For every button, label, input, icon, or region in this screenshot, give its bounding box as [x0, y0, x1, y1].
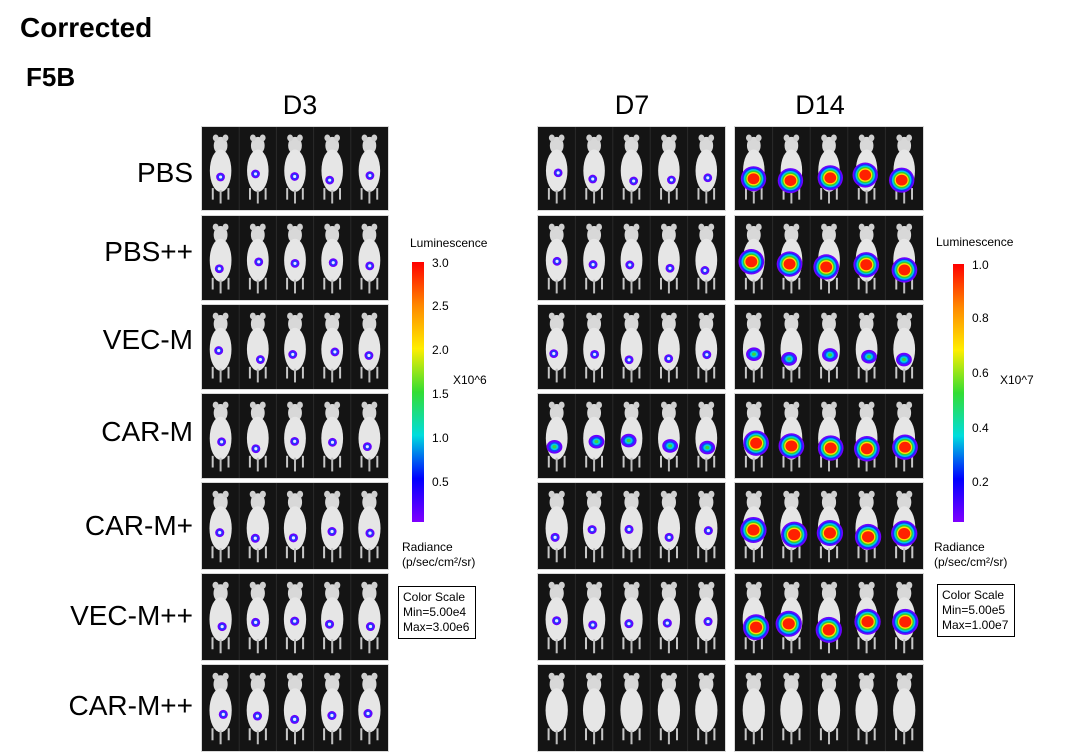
imaging-panel-d3-pbs — [201, 126, 389, 211]
imaging-panel-d3-pbs-plus-plus — [201, 215, 389, 301]
row-label-car-m-plus: CAR-M+ — [84, 510, 193, 541]
colorbar-multiplier-d3: X10^6 — [453, 373, 487, 387]
colorbar-gradient-d14 — [953, 264, 964, 522]
imaging-panel-d7-car-m — [537, 393, 726, 479]
color-scale-min-d14: Min=5.00e5 — [942, 603, 1006, 617]
imaging-panel-d14-car-m — [734, 393, 924, 479]
radiance-units-d14: (p/sec/cm²/sr) — [934, 555, 1008, 569]
colorbar-tick-d14-0.8: 0.8 — [972, 311, 989, 325]
page-title: Corrected — [20, 12, 153, 43]
imaging-panel-d7-vec-m-plus-plus — [537, 573, 726, 661]
color-scale-min-d3: Min=5.00e4 — [403, 605, 467, 619]
imaging-panel-d7-car-m-plus — [537, 482, 726, 570]
row-label-car-m: CAR-M — [101, 416, 193, 447]
colorbar-title-d3: Luminescence — [410, 236, 488, 250]
imaging-panel-d7-pbs-plus-plus — [537, 215, 726, 301]
color-scale-title-d14: Color Scale — [942, 588, 1005, 602]
color-scale-title-d3: Color Scale — [403, 590, 466, 604]
row-label-pbs-plus-plus: PBS++ — [104, 236, 193, 267]
row-label-car-m-plus-plus: CAR-M++ — [68, 690, 193, 721]
radiance-label-d14: Radiance — [934, 540, 985, 554]
row-label-vec-m-plus-plus: VEC-M++ — [70, 600, 193, 631]
imaging-panel-d14-car-m-plus-plus — [734, 664, 924, 752]
row-label-pbs: PBS — [136, 157, 193, 188]
colorbar-title-d14: Luminescence — [936, 235, 1014, 249]
imaging-panel-d14-vec-m-plus-plus — [734, 573, 924, 661]
color-scale-max-d14: Max=1.00e7 — [942, 618, 1009, 632]
imaging-panel-d7-vec-m — [537, 304, 726, 390]
imaging-panel-d7-car-m-plus-plus — [537, 664, 726, 752]
colorbar-tick-d3-0.5: 0.5 — [432, 475, 449, 489]
radiance-label-d3: Radiance — [402, 540, 453, 554]
colorbar-tick-d14-0.4: 0.4 — [972, 421, 989, 435]
colorbar-tick-d3-2.5: 2.5 — [432, 299, 449, 313]
colorbar-tick-d3-3.0: 3.0 — [432, 256, 449, 270]
imaging-panel-d14-vec-m — [734, 304, 924, 390]
imaging-panel-d3-car-m — [201, 393, 389, 479]
colorbar-tick-d3-1.5: 1.5 — [432, 387, 449, 401]
column-label-d7: D7 — [614, 90, 650, 120]
figure-label: F5B — [26, 62, 76, 92]
colorbar-tick-d3-1.0: 1.0 — [432, 431, 449, 445]
colorbar-tick-d14-1.0: 1.0 — [972, 258, 989, 272]
imaging-panel-d3-car-m-plus-plus — [201, 664, 389, 752]
imaging-panel-d14-pbs-plus-plus — [734, 215, 924, 301]
color-scale-max-d3: Max=3.00e6 — [403, 620, 470, 634]
column-label-d14: D14 — [795, 90, 845, 120]
column-label-d3: D3 — [282, 90, 318, 120]
colorbar-gradient-d3 — [412, 262, 424, 522]
imaging-panel-d3-vec-m-plus-plus — [201, 573, 389, 661]
imaging-panel-d7-pbs — [537, 126, 726, 211]
imaging-panel-d3-vec-m — [201, 304, 389, 390]
imaging-panel-d3-car-m-plus — [201, 482, 389, 570]
color-scale-box-d14: Color Scale Min=5.00e5 Max=1.00e7 — [937, 584, 1016, 637]
imaging-panel-d14-car-m-plus — [734, 482, 924, 570]
colorbar-tick-d14-0.6: 0.6 — [972, 366, 989, 380]
row-label-vec-m: VEC-M — [102, 324, 193, 355]
color-scale-box-d3: Color Scale Min=5.00e4 Max=3.00e6 — [398, 586, 477, 639]
radiance-units-d3: (p/sec/cm²/sr) — [402, 555, 476, 569]
colorbar-tick-d3-2.0: 2.0 — [432, 343, 449, 357]
colorbar-multiplier-d14: X10^7 — [1000, 373, 1034, 387]
imaging-panel-d14-pbs — [734, 126, 924, 211]
colorbar-tick-d14-0.2: 0.2 — [972, 475, 989, 489]
